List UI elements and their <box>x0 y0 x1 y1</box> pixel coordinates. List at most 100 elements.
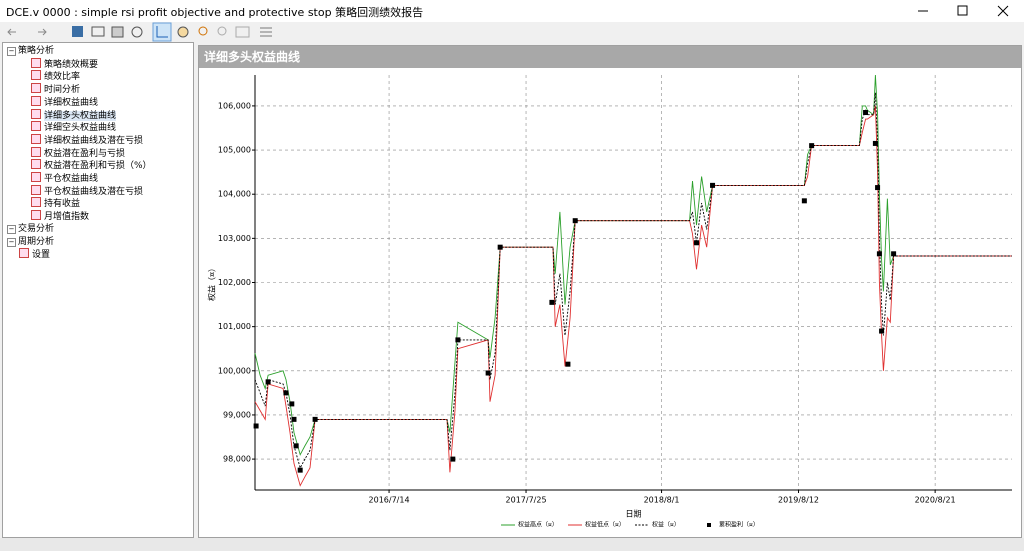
zoom-in-button[interactable] <box>198 26 208 36</box>
panel-title: 详细多头权益曲线 <box>199 46 1021 68</box>
node-icon <box>31 83 41 94</box>
node-label: 策略绩效概要 <box>44 59 99 70</box>
legend-label: 累积盈利（¤） <box>719 521 759 529</box>
save-button[interactable] <box>72 26 83 37</box>
marker <box>863 110 869 116</box>
legend-label: 权益高点（¤） <box>518 521 558 529</box>
marker <box>253 423 259 429</box>
node-icon <box>31 108 41 119</box>
node-label: 设置 <box>32 250 51 261</box>
tree-node[interactable]: − 周期分析 <box>7 236 54 249</box>
tree-node[interactable]: 详细权益曲线及潜在亏损 <box>31 133 144 147</box>
marker <box>293 443 299 449</box>
node-label: 月增值指数 <box>44 212 90 223</box>
y-tick-label: 98,000 <box>223 455 251 464</box>
node-icon <box>31 57 41 68</box>
marker <box>549 299 555 305</box>
y-tick-label: 101,000 <box>218 322 251 331</box>
tree-node[interactable]: 详细多头权益曲线 <box>31 108 117 122</box>
node-label: 详细权益曲线及潜在亏损 <box>44 135 144 146</box>
node-icon <box>31 133 41 144</box>
x-tick-label: 2016/7/14 <box>369 496 410 505</box>
node-icon <box>31 95 41 106</box>
tree-node[interactable]: 策略绩效概要 <box>31 57 99 71</box>
node-icon <box>31 146 41 157</box>
node-icon <box>31 172 41 182</box>
node-label: 时间分析 <box>44 85 81 96</box>
node-icon <box>19 248 29 259</box>
chart-options-button[interactable] <box>260 27 272 37</box>
y-tick-label: 106,000 <box>218 101 251 110</box>
marker <box>879 328 885 334</box>
forward-button[interactable] <box>38 28 47 36</box>
tree-node[interactable]: − 交易分析 <box>7 223 54 236</box>
pan-button[interactable] <box>177 26 189 38</box>
marker <box>291 416 297 422</box>
tree-node[interactable]: 权益潜在盈利和亏损（%） <box>31 159 152 172</box>
x-axis-label: 日期 <box>626 510 642 519</box>
node-icon <box>31 121 41 132</box>
node-label: 交易分析 <box>18 223 55 234</box>
x-tick-label: 2020/8/21 <box>915 496 956 505</box>
node-label: 平仓权益曲线 <box>44 174 99 184</box>
tree-node[interactable]: 设置 <box>19 248 50 261</box>
node-label: 权益潜在盈利和亏损（%） <box>44 161 152 172</box>
y-axis-label: 权益（¤） <box>207 264 217 301</box>
marker <box>875 185 881 191</box>
copy-button[interactable] <box>91 26 105 37</box>
node-icon <box>31 197 41 208</box>
node-icon <box>31 184 41 195</box>
fit-button[interactable] <box>235 26 250 38</box>
title-bar: DCE.v 0000 : simple rsi profit objective… <box>0 0 1024 22</box>
marker <box>872 140 878 146</box>
tree-node[interactable]: 详细空头权益曲线 <box>31 121 116 134</box>
y-tick-label: 104,000 <box>218 190 251 199</box>
expander[interactable]: − <box>7 224 16 234</box>
tree-node[interactable]: 月增值指数 <box>31 210 89 223</box>
legend-label: 权益低点（¤） <box>585 521 625 529</box>
cursor-icon <box>156 26 168 38</box>
y-tick-label: 99,000 <box>223 410 251 419</box>
tree-node[interactable]: 详细权益曲线 <box>31 95 98 109</box>
marker <box>283 390 289 396</box>
series-line <box>254 92 1012 470</box>
marker <box>497 244 503 250</box>
marker <box>876 251 882 257</box>
maximize[interactable] <box>957 5 968 16</box>
tree-node[interactable]: 持有收益 <box>31 197 80 210</box>
expander[interactable]: − <box>7 47 16 56</box>
tree-node[interactable]: 权益潜在盈利与亏损 <box>31 146 125 160</box>
zoom-out-button[interactable] <box>217 26 227 36</box>
back-button[interactable] <box>7 28 16 36</box>
marker <box>572 218 578 224</box>
tree-node[interactable]: 平仓权益曲线及潜在亏损 <box>31 184 143 198</box>
series-line <box>254 74 1012 456</box>
x-tick-label: 2019/8/12 <box>778 496 819 505</box>
x-tick-label: 2018/8/1 <box>644 496 680 505</box>
window-buttons <box>918 5 1009 17</box>
marker <box>891 251 897 257</box>
node-label: 周期分析 <box>18 236 55 247</box>
settings-button[interactable] <box>131 26 143 38</box>
x-tick-label: 2017/7/25 <box>506 496 547 505</box>
tree-node[interactable]: 平仓权益曲线 <box>31 172 98 185</box>
tree-node[interactable]: 时间分析 <box>31 83 80 96</box>
y-tick-label: 100,000 <box>218 366 251 375</box>
y-tick-label: 103,000 <box>218 234 251 243</box>
status-bar <box>0 538 1024 551</box>
marker <box>801 198 807 204</box>
legend-label: 权益（¤） <box>652 521 680 529</box>
tree-node[interactable]: − 策略分析 <box>7 45 54 58</box>
marker <box>312 416 318 422</box>
cursor-button[interactable] <box>152 22 172 42</box>
tree-view: − 策略分析 策略绩效概要 绩效比率时间分析 详细权益曲线 详细多头权益曲线 详细空头权益曲… <box>2 42 194 538</box>
print-button[interactable] <box>111 26 124 38</box>
close[interactable] <box>997 5 1009 17</box>
expander[interactable]: − <box>7 237 16 247</box>
tree-node[interactable]: 绩效比率 <box>31 70 80 83</box>
window-title: DCE.v 0000 : simple rsi profit objective… <box>6 6 424 19</box>
chart: 98,000 99,000 100,000 101,000 102,000 103,000… <box>207 74 1012 529</box>
node-icon <box>31 70 41 81</box>
marker <box>485 370 491 376</box>
